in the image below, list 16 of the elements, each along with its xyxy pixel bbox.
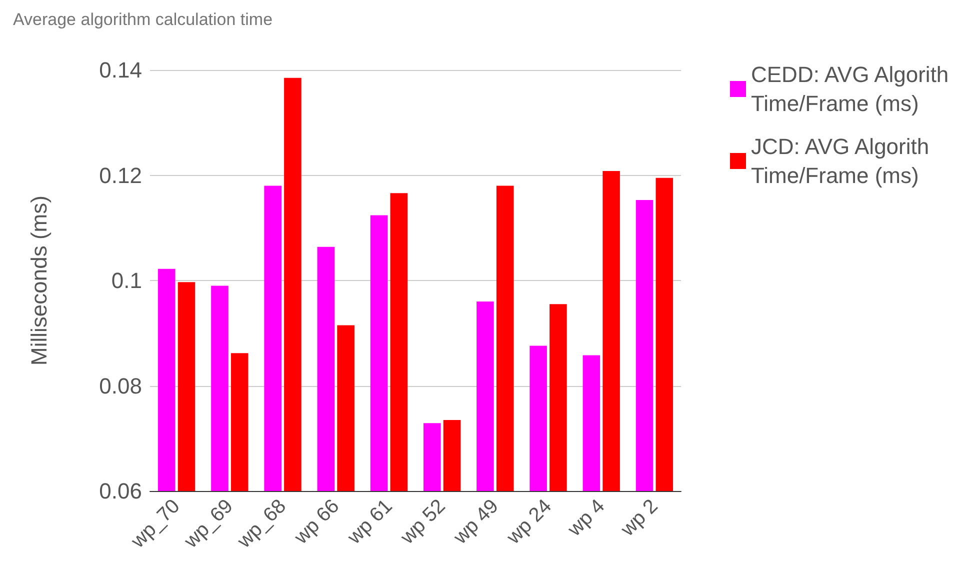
y-tick-label: 0.1	[111, 268, 142, 293]
y-tick-label: 0.08	[99, 373, 142, 398]
legend-label: JCD: AVG Algorith Time/Frame (ms)	[751, 134, 936, 188]
x-tick-label: wp 52	[396, 495, 450, 550]
x-tick-label: wp 61	[342, 495, 397, 550]
y-tick-label: 0.06	[99, 478, 142, 504]
x-tick-label: wp 2	[616, 495, 662, 542]
x-tick-label: wp 49	[448, 495, 503, 550]
x-tick-label: wp 4	[563, 495, 610, 542]
x-tick-label: wp 66	[290, 495, 344, 550]
chart-title: Average algorithm calculation time	[13, 10, 273, 29]
y-tick-label: 0.14	[99, 58, 142, 82]
y-tick-label: 0.12	[99, 162, 142, 188]
x-tick-label: wp 24	[502, 495, 556, 550]
legend-label: CEDD: AVG Algorith Time/Frame (ms)	[751, 62, 955, 116]
y-axis-title: Milliseconds (ms)	[26, 196, 52, 366]
